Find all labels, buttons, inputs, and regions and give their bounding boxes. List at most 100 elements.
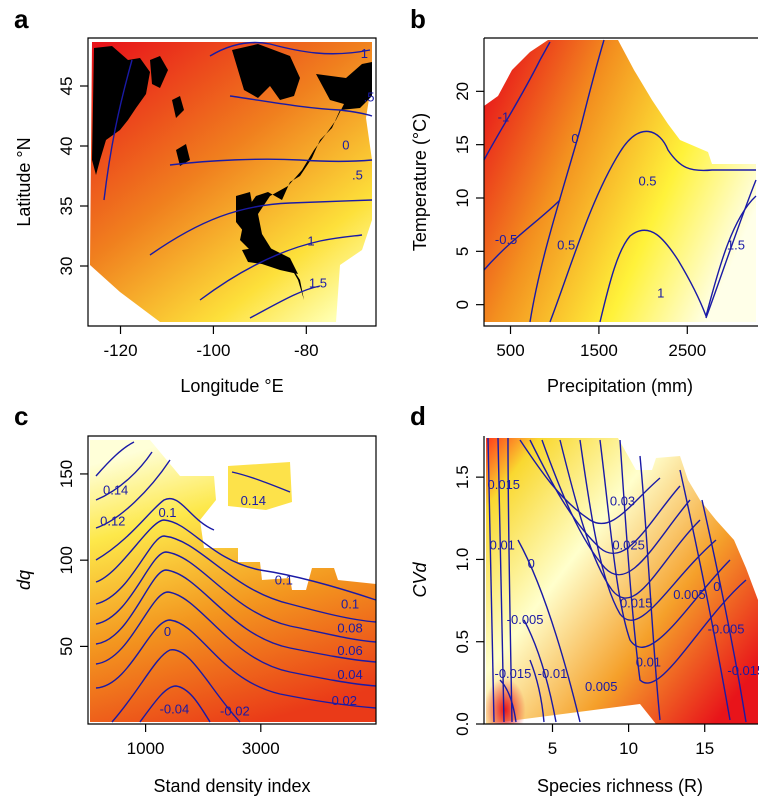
y-tick-label-b: 5 xyxy=(453,247,472,256)
contour-label-a: .5 xyxy=(352,167,363,182)
axes-d xyxy=(476,436,758,732)
y-tick-label-a: 40 xyxy=(57,137,76,156)
contour-label-c: 0.1 xyxy=(275,572,293,587)
y-axis-title-c: dq xyxy=(14,570,34,590)
axes-c xyxy=(80,435,377,732)
contour-label-c: 0.02 xyxy=(332,693,357,708)
contour-label-b: 0.5 xyxy=(638,173,656,188)
y-tick-label-b: 0 xyxy=(453,300,472,309)
heatmap-island-c xyxy=(228,462,292,510)
contour-label-b: -0.5 xyxy=(495,232,517,247)
x-tick-label-d: 10 xyxy=(619,739,638,758)
contour-label-d: 0 xyxy=(528,556,535,571)
x-tick-label-d: 5 xyxy=(548,739,557,758)
x-axis-title-d: Species richness (R) xyxy=(537,776,703,796)
contour-lines-b xyxy=(483,39,757,323)
contour-label-c: 0.12 xyxy=(100,514,125,529)
panel-letter-a: a xyxy=(14,4,29,34)
contour-label-c: 0 xyxy=(164,624,171,639)
contour-label-d: -0.005 xyxy=(507,612,544,627)
contour-label-c: 0.1 xyxy=(158,505,176,520)
forest-mask-a xyxy=(92,44,372,300)
y-tick-label-c: 100 xyxy=(57,546,76,574)
contour-label-c: 0.06 xyxy=(337,643,362,658)
contour-label-c: -0.04 xyxy=(160,702,190,717)
contour-label-d: 0 xyxy=(713,579,720,594)
contour-label-d: 0.01 xyxy=(636,655,661,670)
contour-label-b: 0.5 xyxy=(557,237,575,252)
heatmap-surface-b xyxy=(484,40,756,322)
panel-letter-b: b xyxy=(410,4,426,34)
contour-label-b: -1 xyxy=(498,109,510,124)
contour-label-d: -0.015 xyxy=(494,666,531,681)
panel-b: b -100.5-0.5 0.511.5 500 1500 250005101520 … xyxy=(410,4,758,396)
y-tick-label-a: 30 xyxy=(57,257,76,276)
y-tick-label-b: 20 xyxy=(453,82,472,101)
x-tick-label-a: -100 xyxy=(196,341,230,360)
x-tick-label-c: 1000 xyxy=(127,739,165,758)
y-axis-title-d: CVd xyxy=(410,562,430,598)
contour-label-c: -0.02 xyxy=(220,703,250,718)
contour-label-d: 0.03 xyxy=(610,493,635,508)
y-tick-label-d: 0.0 xyxy=(453,712,472,736)
contour-label-d: 0.015 xyxy=(488,477,521,492)
x-tick-label-c: 3000 xyxy=(242,739,280,758)
contour-label-d: 0.025 xyxy=(612,538,645,553)
contour-label-d: 0.005 xyxy=(673,587,706,602)
contour-label-c: 0.14 xyxy=(241,493,266,508)
contour-label-c: 0.1 xyxy=(341,596,359,611)
axes-b xyxy=(476,37,758,334)
axes-a xyxy=(80,37,377,334)
panel-letter-c: c xyxy=(14,401,28,431)
contour-label-b: 1 xyxy=(657,285,664,300)
y-tick-label-d: 1.0 xyxy=(453,548,472,572)
y-tick-label-b: 15 xyxy=(453,135,472,154)
contour-label-a: 1.5 xyxy=(309,275,327,290)
x-tick-label-b: 2500 xyxy=(668,341,706,360)
contour-label-d: 0.015 xyxy=(620,595,653,610)
panel-letter-d: d xyxy=(410,401,426,431)
y-tick-label-a: 35 xyxy=(57,197,76,216)
x-tick-label-b: 1500 xyxy=(580,341,618,360)
x-tick-label-a: -80 xyxy=(294,341,319,360)
contour-label-d: 0.01 xyxy=(490,538,515,553)
x-axis-title-b: Precipitation (mm) xyxy=(547,376,693,396)
y-tick-label-c: 150 xyxy=(57,460,76,488)
y-tick-label-b: 10 xyxy=(453,189,472,208)
y-axis-title-a: Latitude °N xyxy=(14,137,34,226)
contour-label-a: 1 xyxy=(307,233,314,248)
panel-d: d 0.0150.010.030.02500.0150.0050-0.005-0… xyxy=(410,401,759,796)
x-axis-title-c: Stand density index xyxy=(153,776,310,796)
contour-label-d: -0.005 xyxy=(708,622,745,637)
contour-label-d: 0.005 xyxy=(585,679,618,694)
heatmap-surface-a xyxy=(90,42,372,322)
contour-lines-a xyxy=(103,41,373,319)
contour-lines-c xyxy=(95,441,377,723)
y-tick-label-a: 45 xyxy=(57,77,76,96)
panel-a: a 1.50.511.5 -120 -100 -8 xyxy=(14,4,377,396)
x-axis-title-a: Longitude °E xyxy=(180,376,283,396)
contour-lines-d xyxy=(487,437,747,723)
contour-label-c: 0.14 xyxy=(103,483,128,498)
contour-label-d: -0.015 xyxy=(727,663,759,678)
contour-label-d: -0.01 xyxy=(538,666,568,681)
x-tick-label-b: 500 xyxy=(496,341,524,360)
y-tick-label-d: 0.5 xyxy=(453,630,472,654)
heatmap-hotspot-d xyxy=(486,580,580,724)
y-tick-label-c: 50 xyxy=(57,637,76,656)
x-tick-label-d: 15 xyxy=(695,739,714,758)
contour-labels-b: -1 0 0.5 -0.5 0.5 1 1.5 xyxy=(495,109,745,300)
contour-label-c: 0.04 xyxy=(337,667,362,682)
contour-label-b: 1.5 xyxy=(727,237,745,252)
contour-label-b: 0 xyxy=(571,131,578,146)
contour-label-c: 0.08 xyxy=(337,621,362,636)
panel-c: c 0.140.120.10.140.10.10.080.060.040.020… xyxy=(14,401,377,796)
contour-labels-d: 0.015 0.01 0.03 0.025 0 0.015 0.005 0 -0.005 -0.0… xyxy=(488,477,759,694)
contour-label-a: .5 xyxy=(364,89,375,104)
contour-labels-c: 0.14 0.12 0.1 0.14 0.1 0.1 0.08 0.06 0.04 0.02 0 -0… xyxy=(100,483,363,719)
contour-label-a: 0 xyxy=(342,137,349,152)
contour-label-a: 1 xyxy=(361,46,368,61)
y-axis-title-b: Temperature (°C) xyxy=(410,113,430,251)
y-tick-label-d: 1.5 xyxy=(453,465,472,489)
